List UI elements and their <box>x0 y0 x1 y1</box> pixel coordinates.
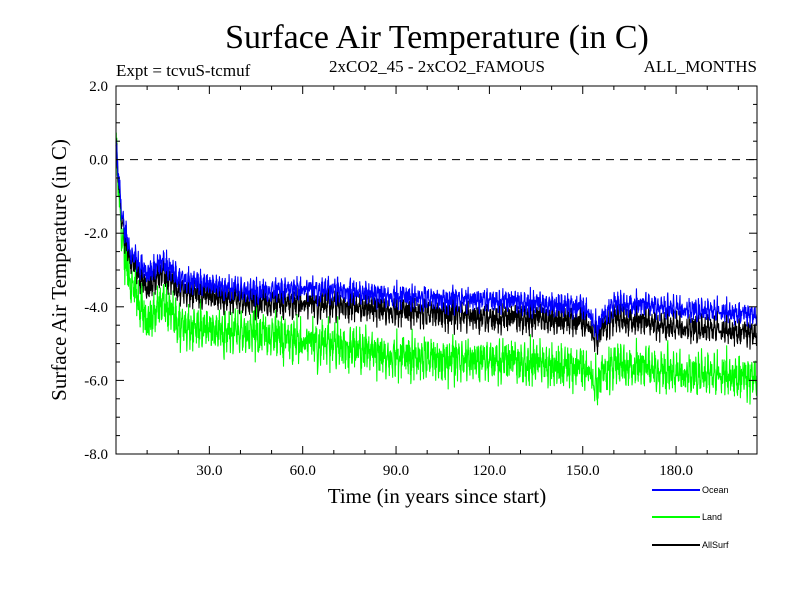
x-tick-label: 30.0 <box>196 463 222 479</box>
period-label: ALL_MONTHS <box>644 57 757 76</box>
y-tick-label: 2.0 <box>89 79 108 95</box>
legend-label-ocean: Ocean <box>702 485 729 495</box>
comparison-label: 2xCO2_45 - 2xCO2_FAMOUS <box>329 57 545 76</box>
x-tick-label: 90.0 <box>383 463 409 479</box>
x-tick-label: 150.0 <box>566 463 600 479</box>
y-tick-label: 0.0 <box>89 153 108 169</box>
chart-title: Surface Air Temperature (in C) <box>225 19 649 56</box>
experiment-label: Expt = tcvuS-tcmuf <box>116 61 251 80</box>
x-axis-label: Time (in years since start) <box>328 484 547 508</box>
legend: Ocean Land AllSurf <box>652 485 729 550</box>
y-tick-label: -8.0 <box>84 447 108 463</box>
y-tick-label: -6.0 <box>84 373 108 389</box>
series-line-allsurf <box>115 138 758 355</box>
x-tick-label: 120.0 <box>473 463 507 479</box>
y-tick-label: -2.0 <box>84 226 108 242</box>
legend-label-land: Land <box>702 512 722 522</box>
plot-area: 2.0 0.0 -2.0 -4.0 -6.0 -8.0 30.0 60.0 90.0 120.0 1… <box>84 79 758 479</box>
y-axis-label: Surface Air Temperature (in C) <box>47 139 71 401</box>
x-tick-label: 180.0 <box>659 463 693 479</box>
y-tick-label: -4.0 <box>84 300 108 316</box>
series-line-ocean <box>115 140 758 341</box>
x-tick-label: 60.0 <box>290 463 316 479</box>
series-line-land <box>115 132 758 406</box>
legend-label-allsurf: AllSurf <box>702 540 729 550</box>
